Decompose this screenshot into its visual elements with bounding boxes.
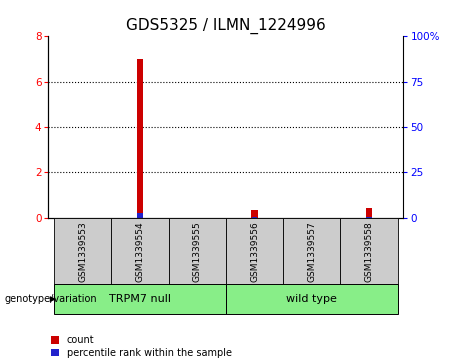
Text: wild type: wild type [286, 294, 337, 304]
Text: genotype/variation: genotype/variation [5, 294, 97, 304]
Text: GSM1339553: GSM1339553 [78, 221, 87, 282]
Bar [366, 217, 372, 218]
Bar [251, 210, 258, 218]
Bar [366, 208, 372, 218]
Bar [54, 284, 226, 314]
Bar [137, 213, 143, 218]
Text: GSM1339554: GSM1339554 [136, 221, 144, 282]
Text: GSM1339558: GSM1339558 [365, 221, 373, 282]
Legend: count, percentile rank within the sample: count, percentile rank within the sample [51, 335, 231, 358]
Bar [226, 284, 398, 314]
Text: GSM1339556: GSM1339556 [250, 221, 259, 282]
Bar [226, 218, 283, 285]
Bar [54, 218, 112, 285]
Bar [169, 218, 226, 285]
Text: TRPM7 null: TRPM7 null [109, 294, 171, 304]
Bar [340, 218, 398, 285]
Bar [283, 218, 340, 285]
Bar [112, 218, 169, 285]
Text: GSM1339555: GSM1339555 [193, 221, 202, 282]
Title: GDS5325 / ILMN_1224996: GDS5325 / ILMN_1224996 [126, 17, 326, 33]
Text: GSM1339557: GSM1339557 [307, 221, 316, 282]
Bar [252, 217, 257, 218]
Bar [136, 59, 143, 218]
Polygon shape [50, 296, 56, 302]
